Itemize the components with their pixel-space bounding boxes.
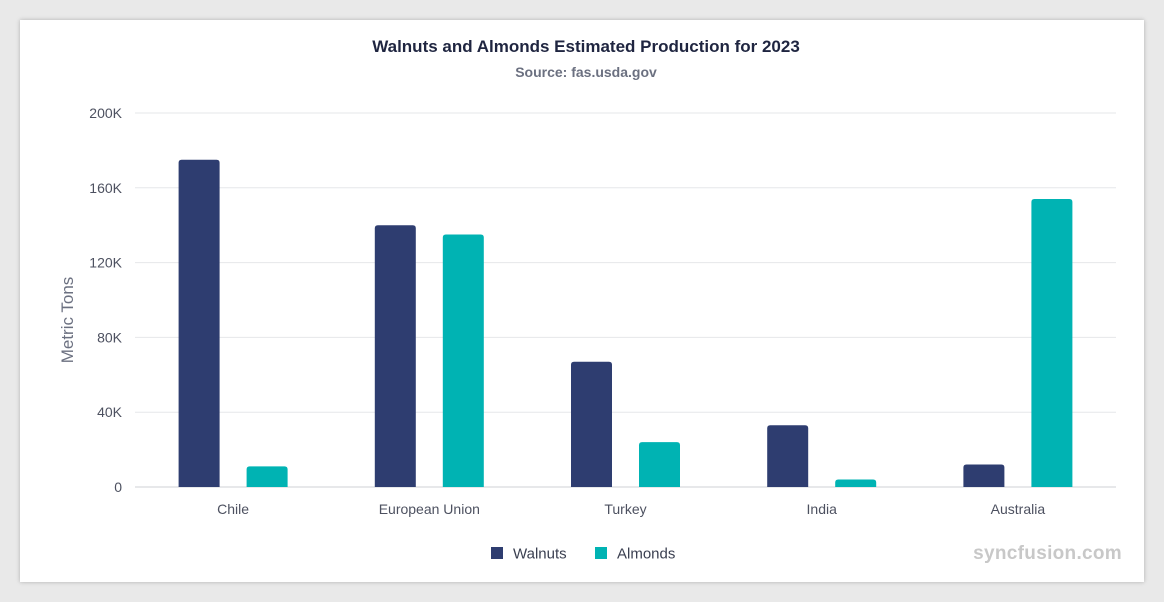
legend: Walnuts Almonds — [491, 546, 675, 563]
x-tick-label: Australia — [991, 501, 1046, 517]
x-tick-label: Turkey — [604, 501, 646, 517]
chart-svg: Walnuts and Almonds Estimated Production… — [58, 37, 1122, 564]
bar-walnuts-chile[interactable] — [178, 159, 220, 487]
chart-title: Walnuts and Almonds Estimated Production… — [372, 37, 800, 56]
chart-subtitle: Source: fas.usda.gov — [515, 64, 657, 80]
x-tick-label: Chile — [217, 501, 249, 517]
chart-card: Walnuts and Almonds Estimated Production… — [20, 20, 1144, 582]
y-tick-label: 200K — [89, 105, 122, 121]
bar-almonds-india[interactable] — [835, 479, 877, 487]
x-axis-ticks: Chile European Union Turkey India Australia — [217, 501, 1045, 517]
watermark: syncfusion.com — [973, 543, 1122, 564]
bar-walnuts-turkey[interactable] — [571, 361, 612, 487]
bar-almonds-australia[interactable] — [1031, 199, 1073, 487]
y-tick-label: 160K — [89, 180, 122, 196]
y-axis-ticks: 0 40K 80K 120K 160K 200K — [89, 105, 122, 495]
y-axis-title: Metric Tons — [58, 277, 77, 364]
y-tick-label: 120K — [89, 255, 122, 271]
gridlines — [135, 112, 1116, 488]
bar-walnuts-european-union[interactable] — [374, 225, 416, 487]
legend-swatch-walnuts — [491, 547, 503, 559]
x-tick-label: European Union — [379, 501, 480, 517]
y-tick-label: 40K — [97, 404, 123, 420]
bar-almonds-turkey[interactable] — [639, 442, 680, 487]
bars — [178, 159, 1073, 487]
bar-almonds-chile[interactable] — [246, 466, 288, 487]
legend-swatch-almonds — [595, 547, 607, 559]
y-tick-label: 80K — [97, 329, 123, 345]
bar-walnuts-india[interactable] — [767, 425, 809, 487]
x-tick-label: India — [807, 501, 838, 517]
bar-almonds-european-union[interactable] — [442, 234, 484, 487]
legend-item-almonds[interactable]: Almonds — [617, 546, 675, 563]
legend-item-walnuts[interactable]: Walnuts — [513, 546, 567, 563]
bar-walnuts-australia[interactable] — [963, 464, 1005, 487]
y-tick-label: 0 — [114, 479, 122, 495]
